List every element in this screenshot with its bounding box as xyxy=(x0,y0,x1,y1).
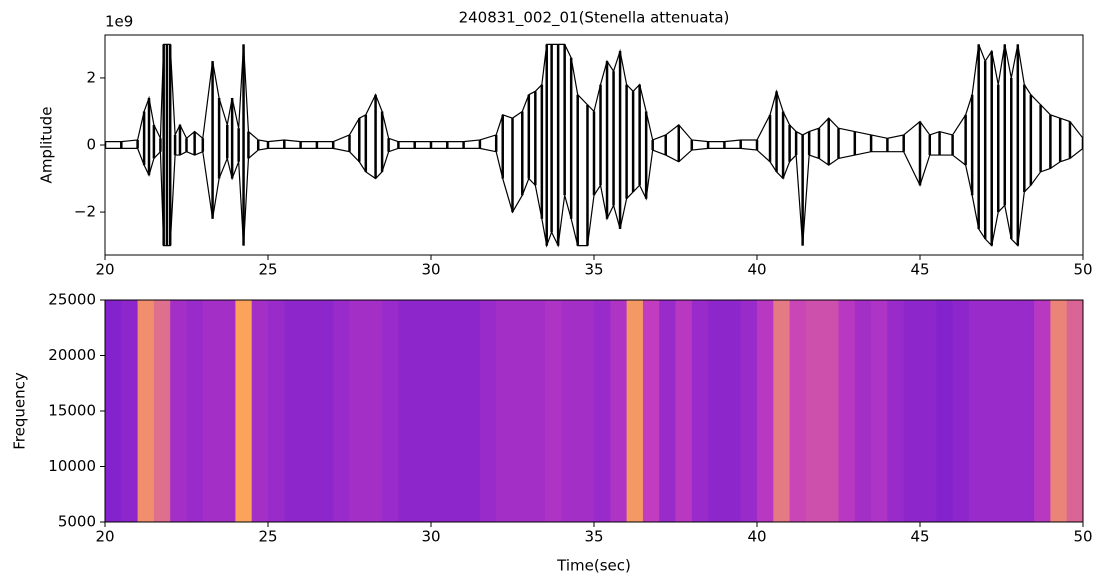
spectrogram-column xyxy=(431,300,448,522)
spectrogram-column xyxy=(887,300,905,522)
spectrogram-column xyxy=(235,300,253,522)
amplitude-envelope xyxy=(105,43,1083,143)
spectrogram-column xyxy=(1001,300,1019,522)
spectrogram-column xyxy=(659,300,676,522)
x-tick-label: 25 xyxy=(258,528,277,546)
spectrogram-column xyxy=(594,300,611,522)
spectrogram-column xyxy=(1034,300,1051,522)
x-tick-label: 30 xyxy=(421,261,440,279)
y-tick-label: −2 xyxy=(74,203,96,221)
x-tick-label: 35 xyxy=(584,528,603,546)
spectrogram-column xyxy=(284,300,302,522)
spectrogram-column xyxy=(871,300,888,522)
x-tick-label: 30 xyxy=(421,528,440,546)
spectrogram-column xyxy=(968,300,986,522)
y-tick-label: 5000 xyxy=(58,513,96,531)
spectrogram-column xyxy=(561,300,579,522)
spectrogram-column xyxy=(463,300,481,522)
x-tick-label: 40 xyxy=(747,528,766,546)
amplitude-envelope xyxy=(105,147,1083,248)
spectrogram-column xyxy=(1017,300,1035,522)
y-tick-label: 25000 xyxy=(48,291,96,309)
x-tick-label: 35 xyxy=(584,261,603,279)
x-tick-label: 25 xyxy=(258,261,277,279)
x-tick-label: 50 xyxy=(1073,261,1092,279)
spectrogram-column xyxy=(724,300,742,522)
spectrogram-column xyxy=(512,300,530,522)
x-tick-label: 20 xyxy=(95,528,114,546)
spectrogram-column xyxy=(610,300,628,522)
spectrogram-column xyxy=(382,300,399,522)
spectrogram-column xyxy=(219,300,236,522)
waveform xyxy=(105,43,1083,248)
spectrogram-column xyxy=(675,300,693,522)
spectrogram-column xyxy=(349,300,367,522)
x-axis-label: Time(sec) xyxy=(556,557,631,575)
spectrogram-column xyxy=(316,300,334,522)
spectrogram-column xyxy=(822,300,839,522)
y-offset-label: 1e9 xyxy=(105,13,133,31)
spectrogram-column xyxy=(496,300,513,522)
spectrogram-column xyxy=(153,300,171,522)
spectrogram-column xyxy=(1050,300,1068,522)
spectrogram-column xyxy=(691,300,709,522)
spectrogram-column xyxy=(577,300,595,522)
spectrogram-column xyxy=(186,300,204,522)
spectrogram-column xyxy=(121,300,139,522)
y-tick-label: 15000 xyxy=(48,402,96,420)
spectrogram-column xyxy=(708,300,725,522)
spectrogram-column xyxy=(545,300,562,522)
spectrogram-column xyxy=(854,300,872,522)
x-tick-label: 50 xyxy=(1073,528,1092,546)
spectrogram-column xyxy=(757,300,774,522)
spectrogram-column xyxy=(936,300,954,522)
x-tick-label: 45 xyxy=(910,528,929,546)
spectrogram-column xyxy=(642,300,660,522)
spectrogram-column xyxy=(528,300,546,522)
spectrogram-column xyxy=(952,300,970,522)
y-axis-label: Amplitude xyxy=(38,107,56,184)
spectrogram-column xyxy=(202,300,220,522)
spectrogram-column xyxy=(105,300,122,522)
spectrogram-column xyxy=(920,300,937,522)
spectrogram-column xyxy=(414,300,432,522)
spectrogram-column xyxy=(479,300,497,522)
y-tick-label: 0 xyxy=(86,136,96,154)
spectrogram-column xyxy=(740,300,758,522)
spectrogram-column xyxy=(333,300,350,522)
spectrogram-column xyxy=(985,300,1002,522)
spectrogram-column xyxy=(137,300,155,522)
spectrogram-column xyxy=(903,300,921,522)
spectrogram-column xyxy=(251,300,269,522)
spectrogram-column xyxy=(268,300,285,522)
spectrogram-column xyxy=(365,300,383,522)
spectrogram-column xyxy=(447,300,465,522)
spectrogram-column xyxy=(170,300,187,522)
spectrogram-column xyxy=(1066,300,1084,522)
y-tick-label: 10000 xyxy=(48,457,96,475)
spectrogram-column xyxy=(300,300,318,522)
spectrogram-column xyxy=(626,300,644,522)
y-tick-label: 20000 xyxy=(48,346,96,364)
spectrogram-column xyxy=(789,300,807,522)
chart-title: 240831_002_01(Stenella attenuata) xyxy=(459,9,730,28)
spectrogram-column xyxy=(773,300,791,522)
spectrogram-column xyxy=(838,300,856,522)
y-axis-label: Frequency xyxy=(11,372,29,450)
x-tick-label: 45 xyxy=(910,261,929,279)
y-tick-label: 2 xyxy=(86,68,96,86)
spectrogram-column xyxy=(805,300,823,522)
spectrogram-column xyxy=(398,300,416,522)
x-tick-label: 20 xyxy=(95,261,114,279)
x-tick-label: 40 xyxy=(747,261,766,279)
